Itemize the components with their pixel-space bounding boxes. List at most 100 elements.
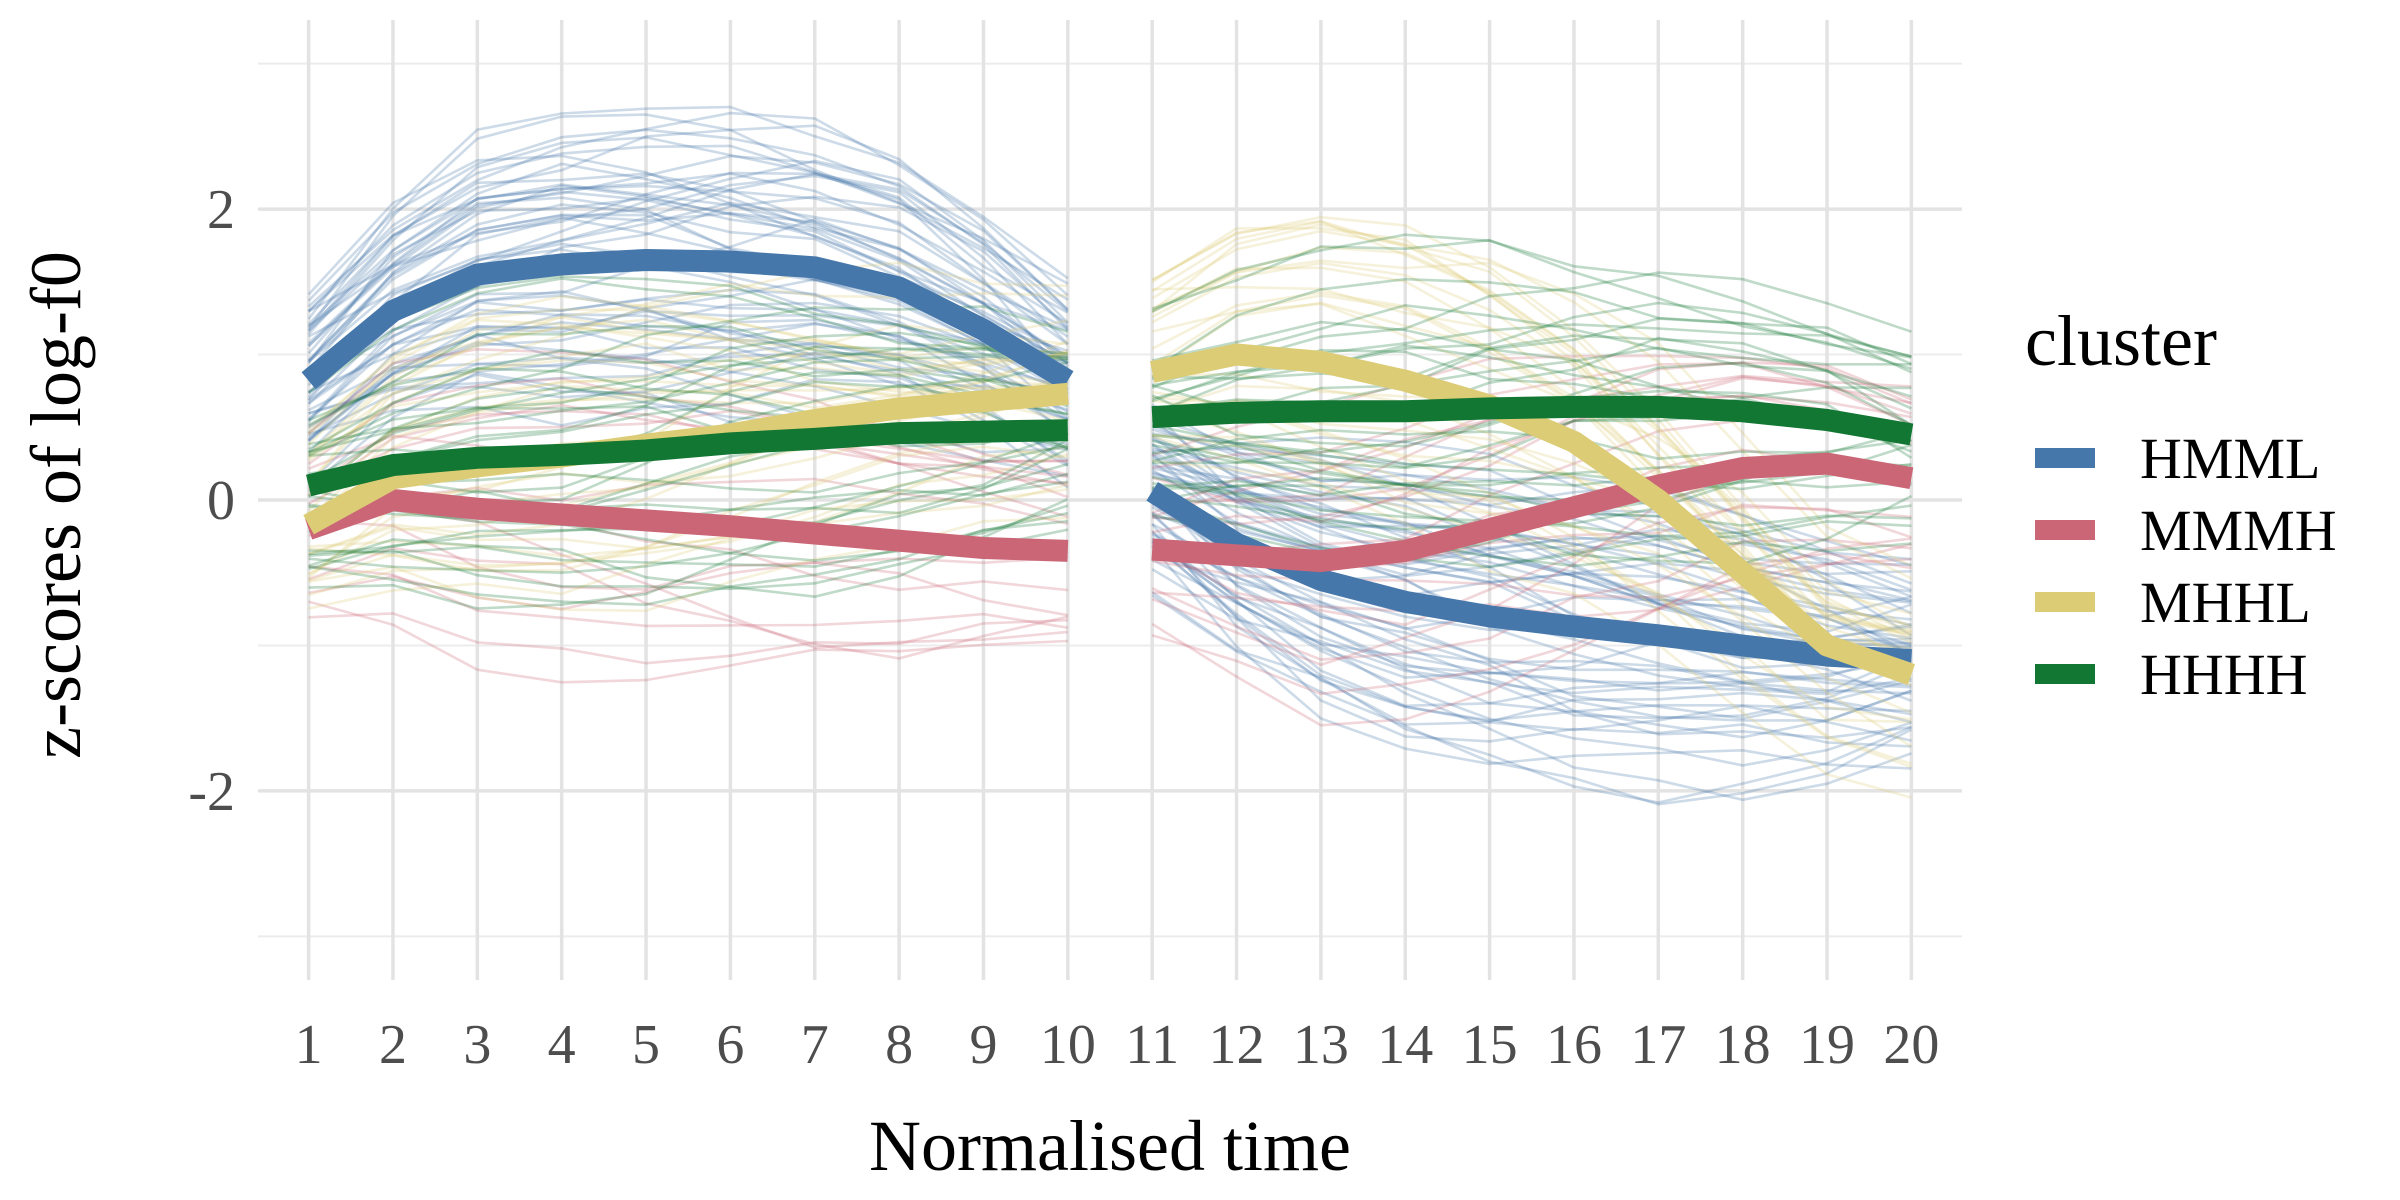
background-trajectory [308,480,1068,575]
background-trajectory [1151,344,1912,415]
background-trajectory [307,309,1069,441]
background-trajectory [307,409,1068,490]
background-trajectory [307,352,1068,459]
background-trajectory [307,359,1068,462]
background-trajectory [307,349,1069,512]
background-trajectory [1151,456,1912,642]
background-trajectory [1151,537,1912,696]
background-trajectory [1151,545,1912,770]
background-trajectory [308,612,1068,665]
background-trajectory [1151,294,1912,637]
x-tick-label: 17 [1630,1014,1686,1076]
background-trajectory [307,339,1069,522]
background-trajectory [307,174,1069,346]
x-tick-label: 5 [632,1014,660,1076]
background-trajectory [307,347,1068,464]
background-trajectory [308,318,1069,436]
background-trajectory [1151,505,1912,627]
legend-key-hmml [2035,448,2095,468]
background-trajectory [1151,259,1912,567]
background-trajectory [308,341,1069,465]
background-trajectory [308,519,1069,617]
background-trajectory [1151,513,1912,740]
background-trajectory [307,196,1069,380]
background-trajectory [307,385,1068,497]
x-tick-label: 16 [1546,1014,1602,1076]
x-tick-label: 18 [1715,1014,1771,1076]
series-line-mhhl [1149,343,1915,685]
background-trajectory [308,324,1068,427]
background-trajectory [307,196,1069,364]
background-trajectory [1151,530,1912,748]
background-trajectory [1151,409,1913,656]
background-trajectory [1151,233,1912,358]
background-trajectory [308,453,1069,597]
background-trajectory [1151,536,1912,696]
legend-key-hhhh [2035,664,2095,684]
background-trajectory [1151,533,1912,720]
background-trajectory [1152,285,1913,670]
background-trajectory [307,289,1069,423]
series-line-hhhh [1151,395,1914,446]
background-trajectory [307,211,1069,362]
x-tick-label: 8 [885,1014,913,1076]
background-trajectory [1152,464,1912,671]
background-trajectory [1151,434,1912,649]
background-trajectory [1151,484,1912,565]
background-trajectory [307,136,1069,336]
background-trajectory [307,318,1069,446]
background-trajectory [1151,301,1912,634]
x-tick-label: 4 [548,1014,576,1076]
background-trajectory [1152,459,1912,721]
background-trajectory [1151,591,1912,804]
background-trajectory [1151,428,1912,567]
background-trajectory [1151,384,1912,667]
background-trajectory [307,322,1069,432]
background-trajectory [307,162,1069,365]
background-trajectory [307,184,1069,372]
background-trajectory [307,318,1069,484]
background-trajectory [308,405,1069,454]
background-trajectory [308,498,1069,599]
background-trajectory [1151,435,1912,799]
series-line-hmml [301,249,1074,391]
x-tick-label: 2 [379,1014,407,1076]
x-tick-label: 12 [1209,1014,1265,1076]
background-trajectory [307,288,1069,414]
background-trajectory [1151,554,1912,739]
background-trajectory [307,172,1069,345]
background-trajectory [308,508,1068,649]
background-trajectory [307,333,1069,478]
background-trajectory [308,159,1069,338]
background-trajectory [1152,317,1912,416]
legend: cluster HMML MMMH MHHL HHHH [2025,301,2337,707]
background-trajectory [308,477,1069,526]
background-trajectory [1151,540,1912,767]
background-trajectory [1152,447,1912,491]
background-trajectory [1151,226,1912,650]
background-trajectory [308,516,1068,613]
background-trajectory [307,308,1068,434]
background-trajectory [1152,447,1912,566]
background-trajectory [307,184,1069,338]
background-trajectory [1151,538,1912,687]
background-trajectory [1151,451,1912,604]
y-tick-labels: 2 0 -2 [188,179,235,823]
y-tick-label: -2 [188,761,235,823]
background-trajectory [307,282,1068,460]
background-trajectory [1151,453,1912,615]
x-tick-label: 14 [1377,1014,1433,1076]
background-trajectory [1151,557,1912,599]
background-trajectory [307,298,1069,422]
background-trajectory [1151,474,1912,634]
background-trajectory [1152,334,1912,410]
background-trajectory [307,301,1069,429]
legend-title: cluster [2025,301,2217,381]
x-axis-title: Normalised time [869,1106,1351,1186]
background-trajectory [308,277,1069,420]
background-trajectory [1151,403,1912,602]
legend-key-mhhl [2035,592,2095,612]
series-line-mmmh [1151,452,1914,573]
background-trajectory [307,348,1069,451]
background-trajectory [307,294,1069,442]
